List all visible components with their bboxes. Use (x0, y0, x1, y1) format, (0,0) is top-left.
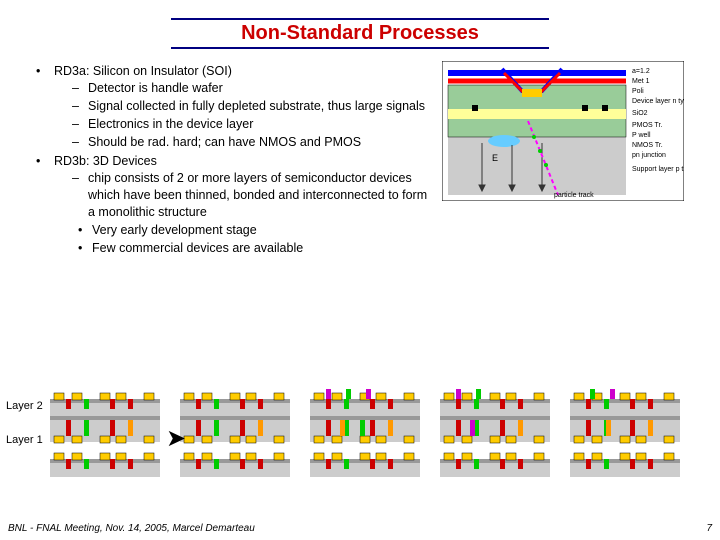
arrow-icon: ➤ (166, 424, 186, 453)
svg-text:P well: P well (632, 132, 651, 139)
soi-diagram: E particle track a=1.2 Met 1 Poli Device… (442, 61, 684, 201)
footer-page: 7 (706, 523, 712, 534)
layer-labels: Layer 2 Layer 1 (6, 400, 43, 468)
layer2-label: Layer 2 (6, 400, 43, 412)
rd3a-item: Detector is handle wafer (88, 80, 223, 97)
svg-text:SiO2: SiO2 (632, 110, 648, 117)
svg-text:particle track: particle track (554, 192, 594, 199)
svg-text:Device layer n type: Device layer n type (632, 98, 684, 105)
content: E particle track a=1.2 Met 1 Poli Device… (0, 49, 720, 258)
soi-diagram-wrap: E particle track a=1.2 Met 1 Poli Device… (442, 61, 684, 206)
svg-text:pn junction: pn junction (632, 152, 666, 159)
layer-row-2 (50, 416, 680, 446)
svg-text:E: E (492, 153, 498, 163)
rd3b-item: chip consists of 2 or more layers of sem… (88, 170, 434, 221)
svg-text:NMOS Tr.: NMOS Tr. (632, 142, 663, 149)
svg-text:a=1.2: a=1.2 (632, 68, 650, 75)
svg-text:Poli: Poli (632, 88, 644, 95)
layer1-label: Layer 1 (6, 434, 43, 446)
rd3b-sub: Very early development stage (92, 222, 257, 239)
rd3a-item: Electronics in the device layer (88, 116, 253, 133)
title-wrap: Non-Standard Processes (0, 0, 720, 49)
bullet-icon: • (36, 153, 54, 257)
svg-text:Support layer p type: Support layer p type (632, 166, 684, 173)
layer-row-1 (50, 448, 680, 478)
rd3b-sub: Few commercial devices are available (92, 240, 303, 257)
page-title: Non-Standard Processes (171, 18, 549, 49)
svg-text:Met 1: Met 1 (632, 78, 650, 85)
rd3a-title: RD3a: Silicon on Insulator (SOI) (54, 64, 232, 78)
bullet-icon: • (36, 63, 54, 151)
rd3a-item: Signal collected in fully depleted subst… (88, 98, 425, 115)
rd3a-item: Should be rad. hard; can have NMOS and P… (88, 134, 361, 151)
footer: BNL - FNAL Meeting, Nov. 14, 2005, Marce… (8, 523, 712, 534)
footer-left: BNL - FNAL Meeting, Nov. 14, 2005, Marce… (8, 523, 255, 534)
svg-text:PMOS Tr.: PMOS Tr. (632, 122, 662, 129)
rd3b-title: RD3b: 3D Devices (54, 154, 157, 168)
layer-row-top (50, 388, 680, 418)
